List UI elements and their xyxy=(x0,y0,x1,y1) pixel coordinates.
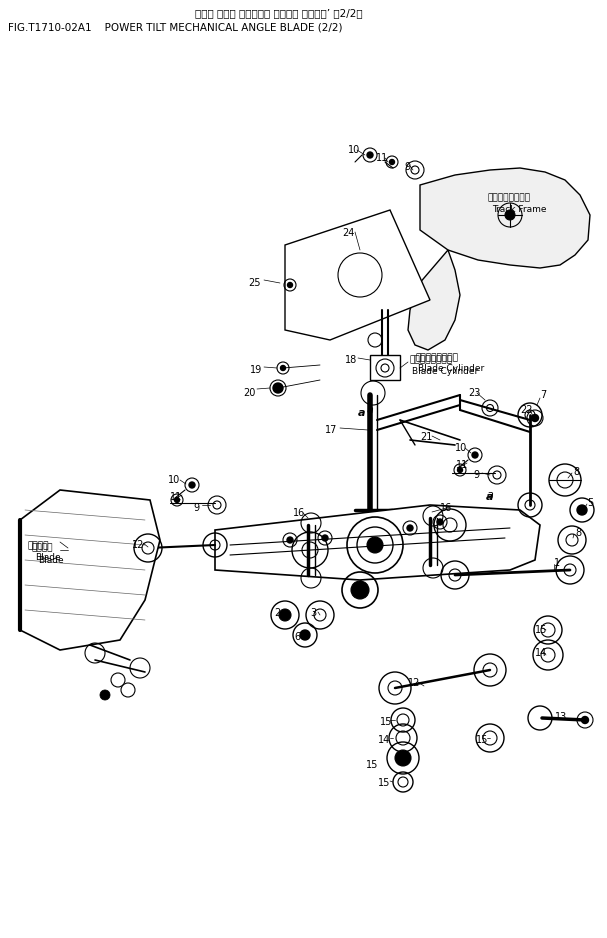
Circle shape xyxy=(582,717,589,723)
Text: 15: 15 xyxy=(535,625,548,635)
Text: 11: 11 xyxy=(170,492,182,502)
Text: a: a xyxy=(486,492,493,502)
Text: 1: 1 xyxy=(554,558,560,568)
Text: 12: 12 xyxy=(408,678,421,688)
Circle shape xyxy=(532,415,538,421)
Text: 7: 7 xyxy=(540,390,546,400)
Text: 11: 11 xyxy=(456,460,468,470)
Circle shape xyxy=(174,497,180,503)
Circle shape xyxy=(505,210,515,220)
Text: 15: 15 xyxy=(476,735,489,745)
Text: 5: 5 xyxy=(587,498,593,508)
Text: 24: 24 xyxy=(342,228,354,238)
Text: 16: 16 xyxy=(440,503,452,513)
Text: 21: 21 xyxy=(420,432,432,442)
Polygon shape xyxy=(420,168,590,268)
Text: ブレードシリンダ: ブレードシリンダ xyxy=(410,355,453,364)
Text: Blade: Blade xyxy=(35,553,61,562)
Circle shape xyxy=(279,609,291,621)
Text: FIG.T1710-02A1    POWER TILT MECHANICAL ANGLE BLADE (2/2): FIG.T1710-02A1 POWER TILT MECHANICAL ANG… xyxy=(8,22,342,32)
Text: 23: 23 xyxy=(468,388,480,398)
Text: ブレード: ブレード xyxy=(28,541,50,550)
Text: 6: 6 xyxy=(294,632,300,642)
Text: 11: 11 xyxy=(376,153,388,163)
Text: 10: 10 xyxy=(348,145,360,155)
Circle shape xyxy=(407,525,413,531)
Text: 22: 22 xyxy=(520,405,532,415)
Circle shape xyxy=(367,537,383,553)
Polygon shape xyxy=(215,505,540,580)
Text: 16: 16 xyxy=(293,508,305,518)
Circle shape xyxy=(577,505,587,515)
Circle shape xyxy=(395,750,411,766)
Text: Track Frame: Track Frame xyxy=(492,205,546,214)
Circle shape xyxy=(280,366,285,371)
Text: 13: 13 xyxy=(555,712,568,722)
Text: 15: 15 xyxy=(365,760,378,770)
Circle shape xyxy=(100,690,110,700)
Text: Blade Cylinder: Blade Cylinder xyxy=(418,364,484,373)
Text: 25: 25 xyxy=(248,278,260,288)
Text: トラックフレーム: トラックフレーム xyxy=(488,193,531,202)
Text: 14: 14 xyxy=(378,735,390,745)
Circle shape xyxy=(322,535,328,541)
Text: a: a xyxy=(367,405,373,415)
Text: 10: 10 xyxy=(455,443,467,453)
Text: 10: 10 xyxy=(168,475,180,485)
Text: a: a xyxy=(487,490,493,500)
Circle shape xyxy=(390,159,395,164)
Text: 9: 9 xyxy=(473,470,479,480)
Text: 3: 3 xyxy=(310,608,316,618)
Text: 15: 15 xyxy=(380,717,392,727)
Text: 9: 9 xyxy=(193,503,199,513)
Text: パワー チルト メカニカル アングル ブレード’ （2/2）: パワー チルト メカニカル アングル ブレード’ （2/2） xyxy=(195,8,362,18)
Text: 15: 15 xyxy=(378,778,390,788)
Circle shape xyxy=(273,383,283,393)
Text: 12: 12 xyxy=(132,540,144,550)
Text: 4: 4 xyxy=(357,580,363,590)
Text: 17: 17 xyxy=(325,425,337,435)
Polygon shape xyxy=(285,210,430,340)
Text: 2: 2 xyxy=(274,608,280,618)
Text: Blade Cylinder: Blade Cylinder xyxy=(412,367,478,376)
Circle shape xyxy=(351,581,369,599)
Text: 8: 8 xyxy=(575,528,581,538)
Text: ブレードシリンダ: ブレードシリンダ xyxy=(415,353,458,362)
Text: 19: 19 xyxy=(250,365,262,375)
Text: 18: 18 xyxy=(345,355,358,365)
Circle shape xyxy=(287,537,293,543)
Circle shape xyxy=(367,152,373,158)
Circle shape xyxy=(288,282,293,288)
Circle shape xyxy=(472,452,478,458)
Polygon shape xyxy=(408,250,460,350)
Text: 14: 14 xyxy=(535,648,548,658)
Text: Blade: Blade xyxy=(38,556,64,565)
Text: ブレード: ブレード xyxy=(32,543,53,552)
Circle shape xyxy=(437,519,443,525)
Circle shape xyxy=(189,482,195,488)
Text: 8: 8 xyxy=(573,467,579,477)
Polygon shape xyxy=(20,490,160,650)
Circle shape xyxy=(300,630,310,640)
Text: 20: 20 xyxy=(243,388,256,398)
Circle shape xyxy=(458,467,463,473)
Text: a: a xyxy=(358,408,366,418)
Text: 9: 9 xyxy=(404,162,410,172)
Polygon shape xyxy=(370,355,400,380)
